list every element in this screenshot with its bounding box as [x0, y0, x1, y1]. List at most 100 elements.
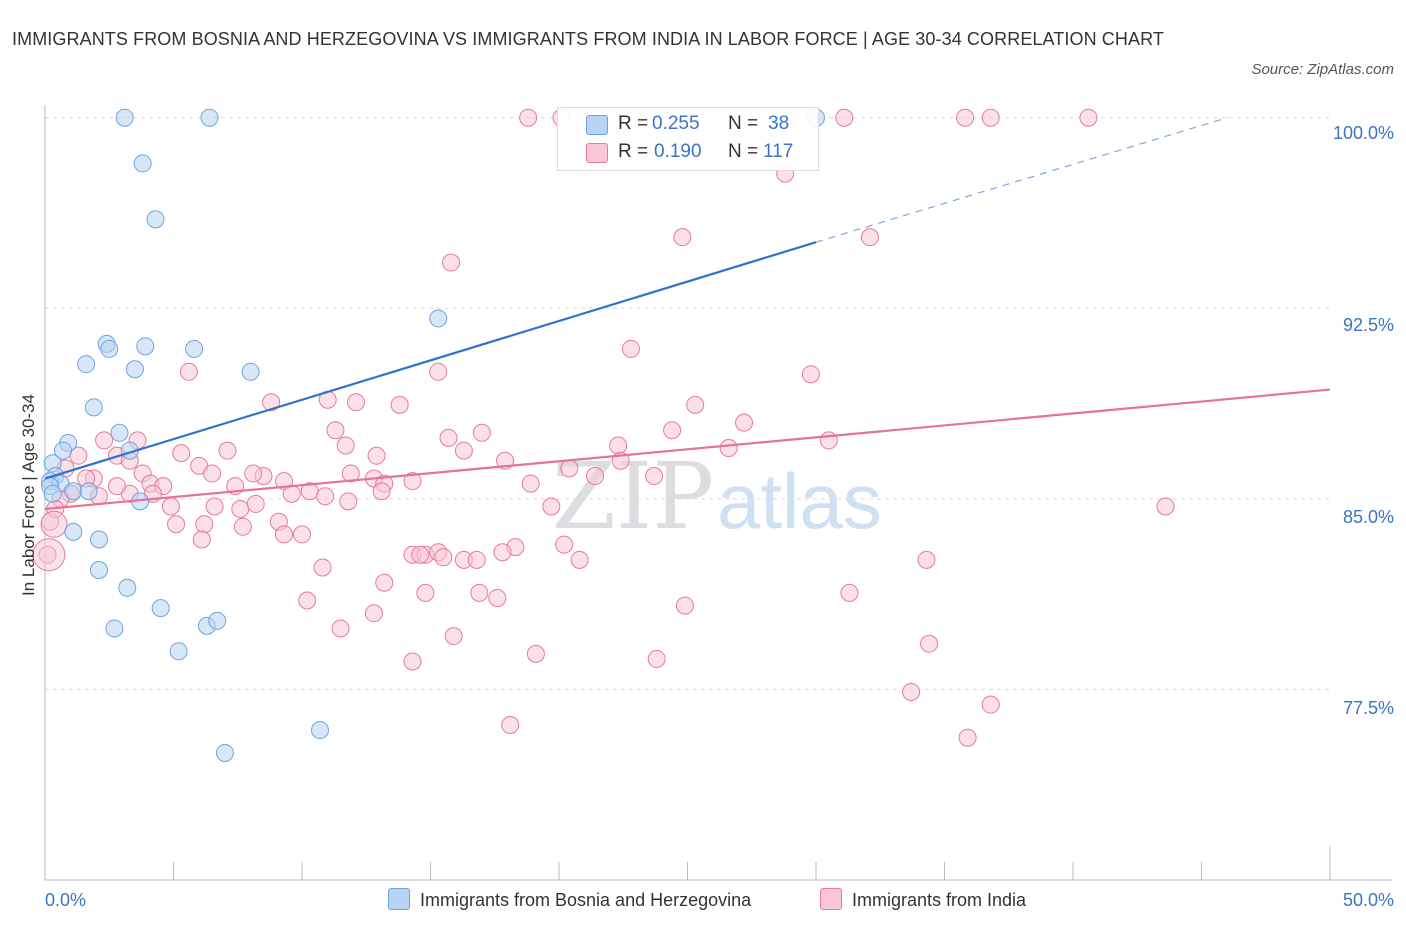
legend-item-india: Immigrants from India: [820, 888, 1026, 911]
legend-swatch-bosnia: [586, 115, 608, 135]
bosnia-point: [110, 423, 129, 442]
india-point: [203, 464, 222, 483]
india-point: [673, 228, 692, 247]
bosnia-point: [151, 599, 170, 618]
india-point: [32, 538, 66, 572]
bosnia-point: [64, 482, 83, 501]
india-point: [218, 441, 237, 460]
india-point: [293, 525, 311, 544]
india-point: [526, 644, 545, 663]
india-point: [161, 497, 180, 516]
india-point: [981, 108, 1000, 127]
y-axis-title: In Labor Force | Age 30-34: [19, 394, 38, 596]
india-point: [246, 494, 265, 513]
watermark: ZIP atlas: [552, 443, 882, 550]
bosnia-point: [64, 522, 83, 541]
india-point: [195, 515, 214, 534]
bosnia-point: [133, 154, 152, 173]
india-point: [819, 431, 838, 450]
india-point: [920, 634, 939, 653]
india-point: [645, 466, 664, 485]
india-point: [521, 474, 540, 493]
india-point: [244, 464, 263, 483]
india-point: [454, 441, 473, 460]
y-tick-85: 85.0%: [1342, 507, 1394, 527]
india-point: [958, 728, 977, 747]
india-point: [1079, 108, 1098, 127]
india-point: [519, 108, 538, 127]
bosnia-trend-extension: [815, 117, 1228, 243]
india-point: [172, 444, 191, 463]
bosnia-point: [125, 360, 144, 379]
bosnia-point: [105, 619, 124, 638]
bosnia-point: [208, 611, 227, 630]
india-point: [621, 339, 640, 358]
y-tick-100: 100.0%: [1332, 123, 1394, 143]
r-label: R =: [618, 113, 649, 134]
india-point: [282, 484, 301, 503]
india-point: [442, 253, 461, 272]
bosnia-point: [185, 339, 204, 358]
legend-swatch-india: [820, 888, 842, 910]
bosnia-point: [429, 309, 448, 328]
r-label: R =: [618, 141, 649, 162]
bosnia-point: [146, 210, 165, 229]
india-point: [390, 395, 409, 414]
trend-lines: [44, 117, 1331, 511]
india-point: [1156, 497, 1175, 516]
india-point: [663, 421, 682, 440]
india-point: [298, 591, 317, 610]
india-point: [860, 228, 879, 247]
india-point: [375, 573, 394, 592]
india-point: [501, 716, 520, 734]
bosnia-point: [241, 362, 260, 381]
india-point: [275, 525, 294, 544]
india-point: [570, 550, 589, 569]
india-point: [801, 365, 820, 384]
india-point: [675, 596, 694, 615]
india-point: [647, 649, 666, 668]
india-point: [470, 583, 489, 602]
chart-source: Source: ZipAtlas.com: [1251, 61, 1394, 78]
bosnia-point: [53, 441, 72, 460]
india-point: [233, 517, 252, 536]
india-point: [609, 436, 628, 455]
india-point: [95, 431, 114, 450]
y-tick-92-5: 92.5%: [1342, 315, 1394, 335]
india-point: [585, 466, 604, 485]
chart-title: IMMIGRANTS FROM BOSNIA AND HERZEGOVINA V…: [12, 29, 1164, 49]
india-point: [367, 446, 386, 465]
india-point: [472, 423, 491, 442]
bosnia-point: [200, 108, 219, 127]
india-point: [735, 413, 754, 432]
india-point: [488, 588, 507, 607]
india-point: [411, 545, 430, 564]
bosnia-point: [169, 642, 188, 661]
bosnia-point: [100, 339, 119, 358]
india-point: [262, 393, 281, 412]
india-trend-line: [44, 388, 1331, 511]
n-value: 117: [763, 141, 794, 162]
india-point: [444, 627, 463, 646]
bosnia-point: [43, 484, 62, 503]
india-point: [341, 464, 360, 483]
india-point: [981, 695, 1000, 714]
india-point: [956, 108, 975, 127]
india-point: [560, 459, 579, 478]
india-point: [326, 421, 345, 440]
series-bosnia-points: [41, 108, 825, 762]
y-tick-77-5: 77.5%: [1342, 698, 1394, 718]
bosnia-point: [89, 561, 108, 579]
x-tick-max: 50.0%: [1342, 890, 1394, 910]
india-point: [205, 497, 224, 516]
r-value: 0.255: [652, 113, 700, 134]
india-point: [167, 515, 186, 534]
india-point: [429, 362, 448, 381]
india-point: [902, 682, 921, 701]
india-point: [336, 436, 355, 455]
india-point: [719, 439, 738, 458]
india-point: [313, 558, 332, 577]
india-point: [107, 477, 126, 496]
bosnia-point: [115, 108, 134, 127]
bosnia-point: [89, 530, 108, 549]
